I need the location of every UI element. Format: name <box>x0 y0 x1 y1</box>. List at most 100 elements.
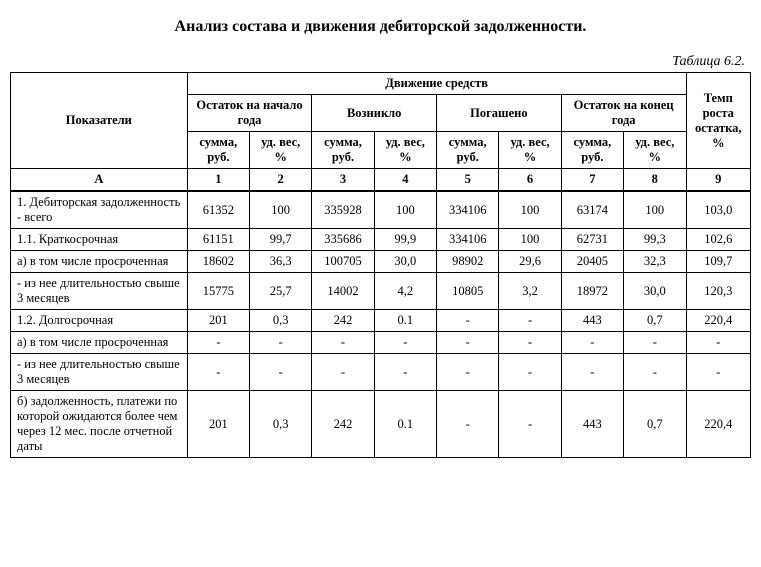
row-label: - из нее длительностью свыше 3 месяцев <box>11 273 188 310</box>
cell: 102,6 <box>686 229 750 251</box>
cell: 99,3 <box>624 229 686 251</box>
cell: - <box>499 391 561 458</box>
row-label: б) задолженность, платежи по которой ожи… <box>11 391 188 458</box>
cell: 20405 <box>561 251 623 273</box>
cell: - <box>374 332 436 354</box>
cell: 61151 <box>187 229 249 251</box>
cell: 201 <box>187 391 249 458</box>
cell: 100705 <box>312 251 374 273</box>
cell: 100 <box>499 229 561 251</box>
row-label: - из нее длительностью свыше 3 месяцев <box>11 354 188 391</box>
cell: - <box>437 310 499 332</box>
colnum: 7 <box>561 169 623 192</box>
colnum: 9 <box>686 169 750 192</box>
cell: - <box>187 332 249 354</box>
cell: - <box>499 332 561 354</box>
cell: 109,7 <box>686 251 750 273</box>
cell: 0,3 <box>250 310 312 332</box>
cell: 0,3 <box>250 391 312 458</box>
cell: - <box>499 354 561 391</box>
cell: 100 <box>499 191 561 229</box>
table-row: 1.1. Краткосрочная6115199,733568699,9334… <box>11 229 751 251</box>
cell: 100 <box>624 191 686 229</box>
colnum: 4 <box>374 169 436 192</box>
cell: - <box>561 332 623 354</box>
header-sub-weight: уд. вес, % <box>374 132 436 169</box>
row-label: а) в том числе просроченная <box>11 332 188 354</box>
cell: 29,6 <box>499 251 561 273</box>
header-sub-sum: сумма, руб. <box>187 132 249 169</box>
header-sub-weight: уд. вес, % <box>499 132 561 169</box>
cell: 0.1 <box>374 310 436 332</box>
cell: 335928 <box>312 191 374 229</box>
cell: 25,7 <box>250 273 312 310</box>
cell: - <box>686 332 750 354</box>
cell: 18972 <box>561 273 623 310</box>
table-row: 1.2. Долгосрочная2010,32420.1--4430,7220… <box>11 310 751 332</box>
cell: - <box>437 354 499 391</box>
cell: 63174 <box>561 191 623 229</box>
page-title: Анализ состава и движения дебиторской за… <box>10 18 751 36</box>
cell: 61352 <box>187 191 249 229</box>
cell: 18602 <box>187 251 249 273</box>
cell: - <box>437 391 499 458</box>
cell: 103,0 <box>686 191 750 229</box>
cell: - <box>187 354 249 391</box>
cell: 15775 <box>187 273 249 310</box>
colnum: 5 <box>437 169 499 192</box>
cell: - <box>312 332 374 354</box>
header-sub-sum: сумма, руб. <box>312 132 374 169</box>
table-row: - из нее длительностью свыше 3 месяцев15… <box>11 273 751 310</box>
table-row: б) задолженность, платежи по которой ожи… <box>11 391 751 458</box>
cell: - <box>250 354 312 391</box>
cell: - <box>437 332 499 354</box>
row-label: 1.1. Краткосрочная <box>11 229 188 251</box>
colnum: А <box>11 169 188 192</box>
cell: 0,7 <box>624 310 686 332</box>
header-sub-sum: сумма, руб. <box>437 132 499 169</box>
cell: 14002 <box>312 273 374 310</box>
analysis-table: Показатели Движение средств Темп роста о… <box>10 72 751 458</box>
row-label: а) в том числе просроченная <box>11 251 188 273</box>
cell: 220,4 <box>686 391 750 458</box>
header-movement: Движение средств <box>187 73 686 95</box>
cell: 30,0 <box>374 251 436 273</box>
cell: - <box>561 354 623 391</box>
cell: 0,7 <box>624 391 686 458</box>
table-row: - из нее длительностью свыше 3 месяцев--… <box>11 354 751 391</box>
colnum: 3 <box>312 169 374 192</box>
cell: 99,9 <box>374 229 436 251</box>
cell: 201 <box>187 310 249 332</box>
cell: - <box>374 354 436 391</box>
cell: 36,3 <box>250 251 312 273</box>
cell: - <box>624 354 686 391</box>
cell: 3,2 <box>499 273 561 310</box>
cell: 242 <box>312 310 374 332</box>
colnum: 2 <box>250 169 312 192</box>
cell: 220,4 <box>686 310 750 332</box>
table-head: Показатели Движение средств Темп роста о… <box>11 73 751 192</box>
cell: 334106 <box>437 229 499 251</box>
cell: 335686 <box>312 229 374 251</box>
row-label: 1. Дебиторская задолженность - всего <box>11 191 188 229</box>
cell: - <box>250 332 312 354</box>
header-group-start: Остаток на начало года <box>187 95 312 132</box>
cell: 100 <box>250 191 312 229</box>
cell: 0.1 <box>374 391 436 458</box>
cell: 334106 <box>437 191 499 229</box>
table-row: 1. Дебиторская задолженность - всего6135… <box>11 191 751 229</box>
cell: 10805 <box>437 273 499 310</box>
colnum: 8 <box>624 169 686 192</box>
header-group-repaid: Погашено <box>437 95 562 132</box>
cell: 98902 <box>437 251 499 273</box>
cell: 443 <box>561 391 623 458</box>
cell: 30,0 <box>624 273 686 310</box>
table-row: а) в том числе просроченная1860236,31007… <box>11 251 751 273</box>
cell: 120,3 <box>686 273 750 310</box>
cell: - <box>624 332 686 354</box>
cell: - <box>499 310 561 332</box>
colnum: 1 <box>187 169 249 192</box>
table-number-label: Таблица 6.2. <box>10 54 745 70</box>
cell: - <box>312 354 374 391</box>
cell: 62731 <box>561 229 623 251</box>
